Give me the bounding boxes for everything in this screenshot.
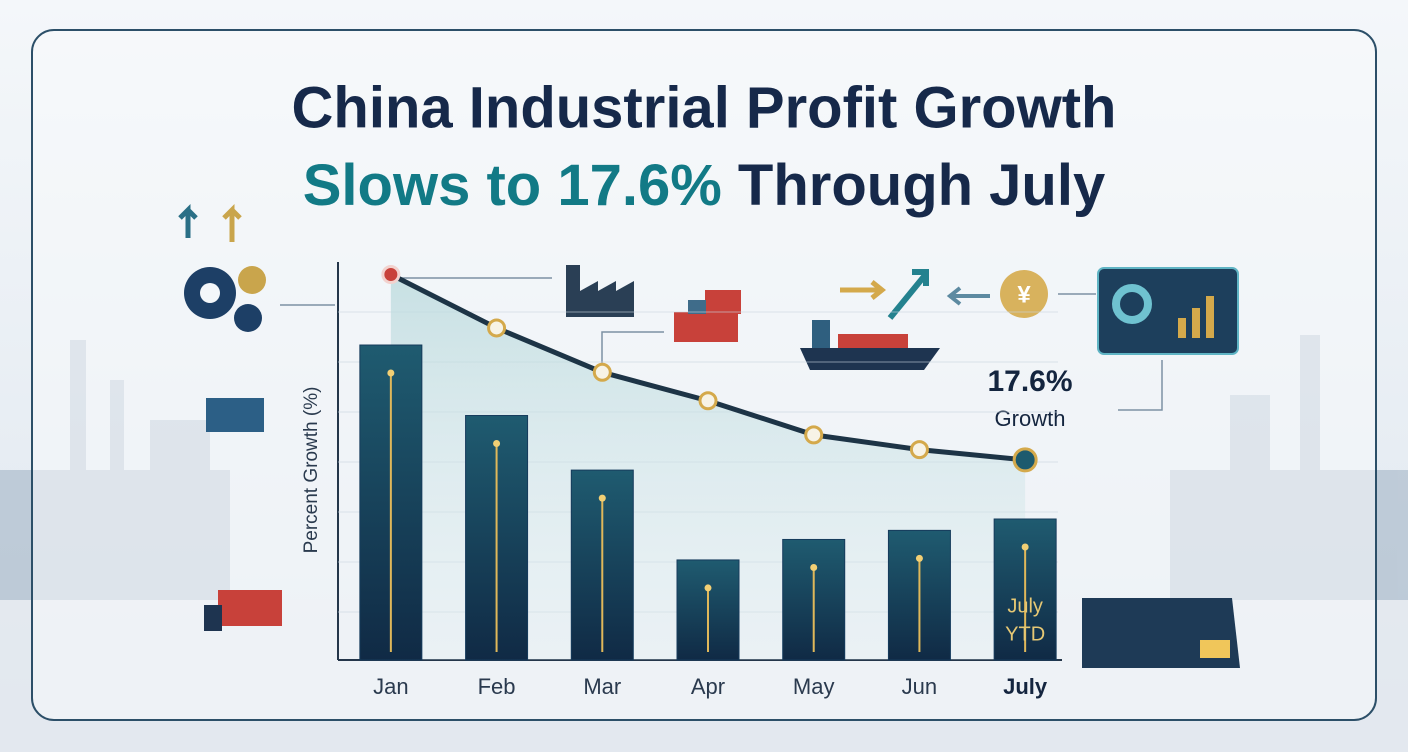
title-line-2: Slows to 17.6% Through July bbox=[303, 153, 1105, 218]
callout-label: Growth bbox=[995, 406, 1066, 431]
line-area bbox=[390, 274, 1026, 660]
bar-highlight-dot bbox=[704, 584, 712, 592]
line-marker bbox=[698, 391, 718, 411]
x-tick-label: Jan bbox=[373, 674, 408, 699]
bar-highlight-dot bbox=[598, 494, 606, 502]
bar-note: YTD bbox=[1005, 623, 1045, 645]
gear-icon bbox=[178, 203, 335, 432]
bar-highlight-dot bbox=[493, 440, 501, 448]
callout-value: 17.6% bbox=[987, 365, 1072, 398]
line-marker bbox=[381, 265, 401, 285]
title-rest: Through July bbox=[738, 153, 1105, 218]
train-icon bbox=[1082, 598, 1240, 668]
line-marker bbox=[909, 440, 929, 460]
y-axis-label: Percent Growth (%) bbox=[301, 387, 322, 554]
x-tick-label: May bbox=[793, 674, 835, 699]
bar-highlight-dot bbox=[387, 369, 395, 377]
bar-highlight-dot bbox=[810, 563, 818, 571]
bar-highlight-dot bbox=[1021, 543, 1029, 551]
x-tick-label: Mar bbox=[583, 674, 621, 699]
bar-note: July bbox=[1007, 595, 1043, 617]
plot: Jan Feb Mar Apr May Jun July July YTD bbox=[338, 265, 1058, 699]
ship-icon bbox=[800, 269, 990, 370]
x-tick-label: Feb bbox=[478, 674, 516, 699]
svg-text:¥: ¥ bbox=[1017, 281, 1031, 308]
factory-icon bbox=[400, 265, 634, 317]
x-tick-label: Apr bbox=[691, 674, 725, 699]
x-tick-label: July bbox=[1003, 674, 1048, 699]
line-marker bbox=[804, 425, 824, 445]
bar-highlight-dot bbox=[915, 554, 923, 562]
line-marker bbox=[592, 362, 612, 382]
line-marker bbox=[1012, 447, 1038, 473]
title-highlight: Slows to 17.6% bbox=[303, 153, 722, 218]
truck-icon bbox=[204, 590, 282, 631]
line-marker bbox=[487, 318, 507, 338]
container-icon bbox=[601, 290, 741, 372]
yuan-icon: ¥ bbox=[1000, 270, 1096, 318]
x-tick-label: Jun bbox=[902, 674, 937, 699]
dashboard-icon bbox=[1097, 267, 1239, 411]
title-line-1: China Industrial Profit Growth bbox=[292, 75, 1117, 140]
